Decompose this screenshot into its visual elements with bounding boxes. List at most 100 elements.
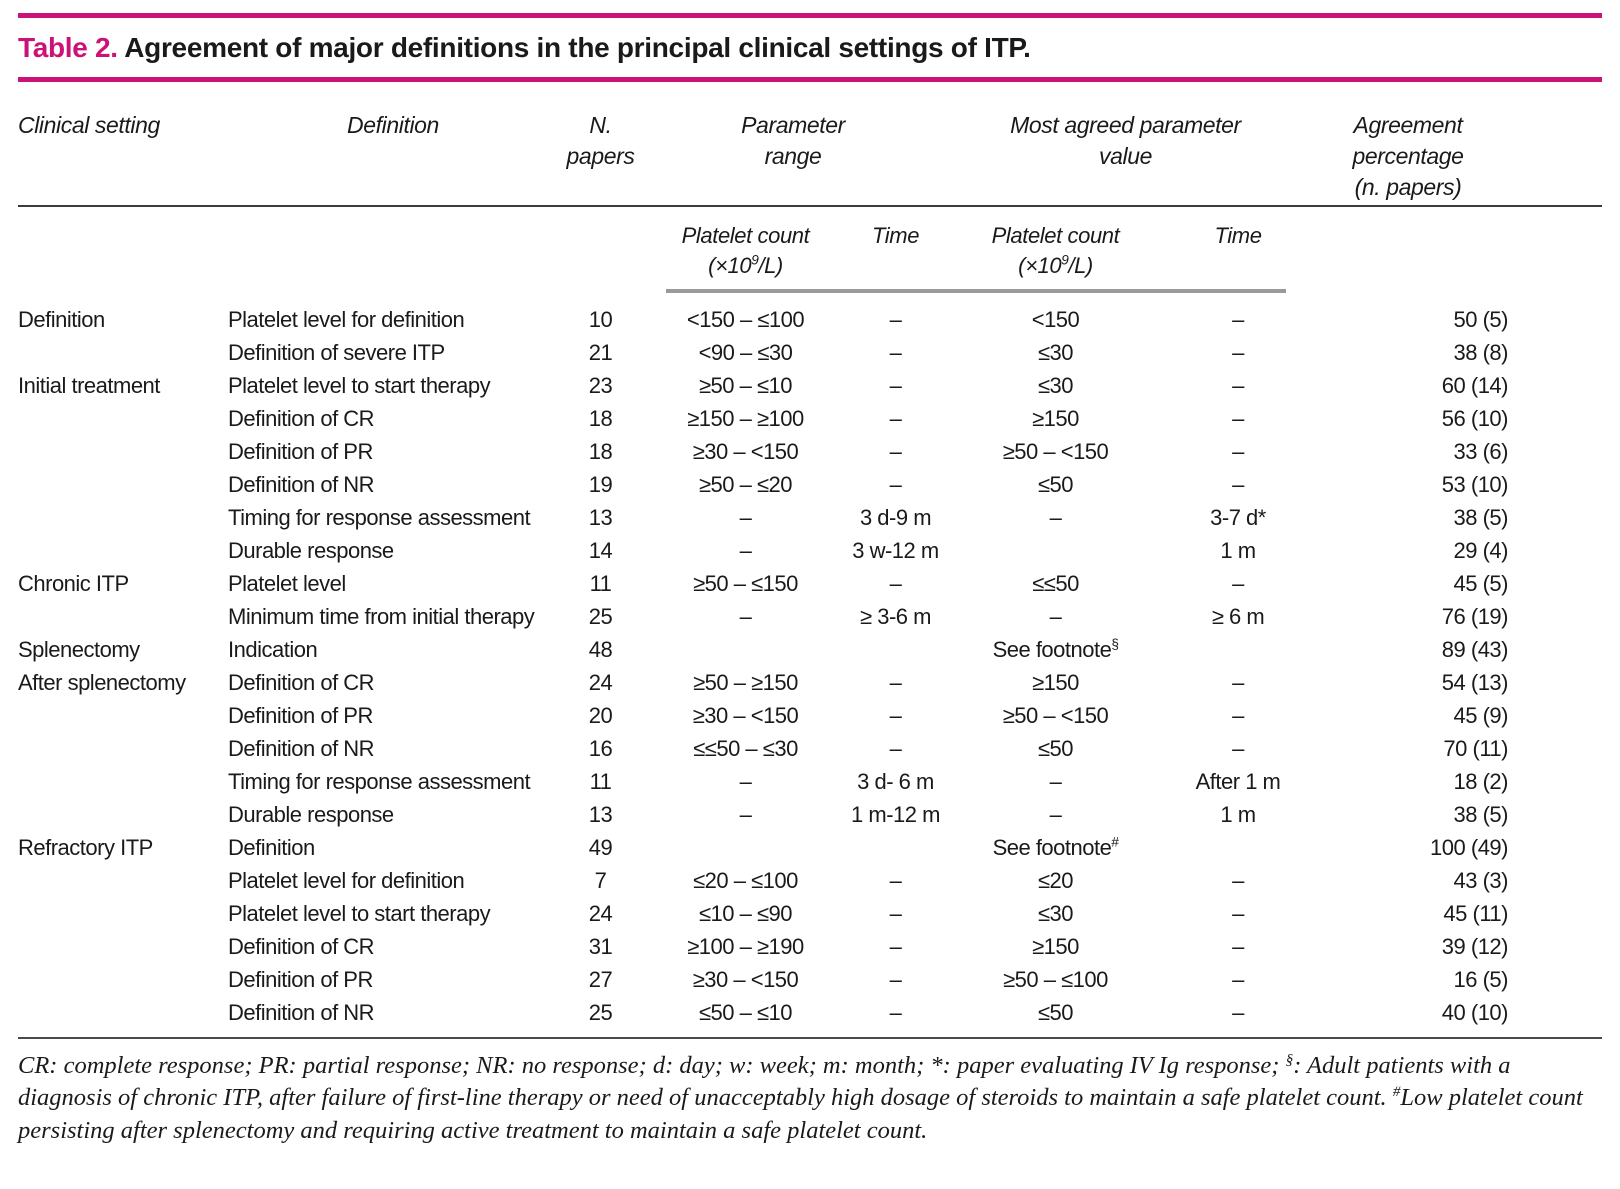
cell-agreed-pc: – [1049,504,1062,530]
subheader-agreed-platelet: Platelet count (×109/L) [943,221,1168,280]
table-body: Definition Platelet level for definition 1… [18,303,1602,1029]
cell-pct: 89 (43) [1441,636,1509,662]
header-rule [18,205,1602,208]
table-number-label: Table 2. [18,32,118,63]
cell-range-t: – [889,372,902,398]
cell-definition: Definition of CR [228,933,375,959]
table-subheader-row: Platelet count (×109/L) Time Platelet co… [18,221,1508,280]
cell-definition: Definition of PR [228,438,373,464]
cell-agreed-t: – [1232,570,1244,596]
table-title: Table 2. Agreement of major definitions … [18,18,1602,77]
cell-n: 31 [588,933,613,959]
cell-n: 20 [588,702,613,728]
table-row: Definition of PR 27 ≥30 – <150 – ≥50 – ≤100 –… [18,963,1509,996]
cell-n: 10 [588,306,613,332]
cell-range-pc [643,831,848,864]
cell-range-t: – [889,900,902,926]
cell-pct: 40 (10) [1441,999,1509,1025]
cell-agreed-pc: ≥150 [1032,933,1079,959]
table-header-row: Clinical setting Definition N. papers Pa… [18,110,1508,203]
cell-n: 18 [588,438,613,464]
cell-range-t: – [889,933,902,959]
cell-agreed-t [1168,831,1308,864]
cell-n: 23 [588,372,613,398]
cell-pct: 43 (3) [1453,867,1509,893]
cell-n: 25 [588,603,613,629]
cell-definition: Minimum time from initial therapy [228,603,535,629]
footnote-rule [18,1036,1602,1039]
cell-definition: Definition of CR [228,669,375,695]
subheader-range-time: Time [871,223,920,249]
subheader-range-platelet: Platelet count (×109/L) [643,221,848,280]
cell-setting [18,897,228,930]
cell-definition: Definition of NR [228,471,375,497]
cell-setting [18,336,228,369]
cell-range-pc: ≥30 – <150 [692,438,799,464]
cell-n: 7 [594,867,607,893]
cell-agreed-t: After 1 m [1195,768,1281,794]
table-row: Definition of CR 31 ≥100 – ≥190 – ≥150 – 39 (1… [18,930,1509,963]
cell-agreed-pc: ≤30 [1037,339,1074,365]
spacer [228,221,558,280]
cell-agreed-t: – [1232,339,1244,365]
title-bottom-rule [18,77,1602,82]
cell-n: 11 [589,570,612,596]
subheader-rule [666,288,1286,293]
cell-pct: 38 (8) [1453,339,1509,365]
cell-n: 25 [588,999,613,1025]
cell-range-t: – [889,999,902,1025]
footnote-marker: § [1285,1050,1294,1068]
cell-agreed-pc: – [1049,603,1062,629]
cell-range-pc: ≤≤50 – ≤30 [693,735,798,761]
cell-pct: 53 (10) [1441,471,1509,497]
cell-agreed-t [1168,633,1308,666]
cell-n: 21 [588,339,613,365]
cell-agreed-pc: ≥50 – <150 [1002,702,1109,728]
cell-setting [18,468,228,501]
cell-definition: Definition of NR [228,735,375,761]
header-n-papers: N. papers [566,112,635,170]
cell-agreed-t: – [1232,372,1244,398]
cell-definition: Definition [228,834,315,860]
cell-agreed-t: – [1232,735,1244,761]
table-row: Timing for response assessment 11 – 3 d- 6 … [18,765,1509,798]
cell-n: 13 [588,801,613,827]
cell-n: 18 [588,405,613,431]
table-row: Definition of NR 16 ≤≤50 – ≤30 – ≤50 – 70 (11) [18,732,1509,765]
cell-definition: Definition of PR [228,702,373,728]
cell-definition: Definition of severe ITP [228,339,445,365]
table-row: Definition of PR 20 ≥30 – <150 – ≥50 – <150 –… [18,699,1509,732]
table-row: Definition of CR 18 ≥150 – ≥100 – ≥150 – 56 (1… [18,402,1509,435]
cell-definition: Platelet level to start therapy [228,372,491,398]
cell-range-t: – [889,438,902,464]
table-row: Definition of PR 18 ≥30 – <150 – ≥50 – <150 –… [18,435,1509,468]
cell-range-pc: ≥50 – ≥150 [693,669,798,695]
platelet-label: Platelet count (×10 [991,223,1120,278]
cell-n: 16 [588,735,613,761]
cell-range-pc: – [739,603,752,629]
cell-n: 19 [588,471,613,497]
cell-range-pc: ≥50 – ≤20 [698,471,793,497]
table-row: Definition of NR 25 ≤50 – ≤10 – ≤50 – 40 (10) [18,996,1509,1029]
cell-range-t [848,831,943,864]
cell-range-t: – [889,867,902,893]
platelet-exponent: 9 [1061,252,1069,268]
cell-agreed-t: – [1232,405,1244,431]
cell-definition: Timing for response assessment [228,768,531,794]
cell-pct: 54 (13) [1441,669,1509,695]
cell-range-t [848,633,943,666]
cell-agreed-t: 3-7 d* [1210,504,1266,530]
footnote-marker: # [1111,834,1119,850]
cell-range-t: 3 d-9 m [859,504,932,530]
cell-pct: 39 (12) [1441,933,1509,959]
cell-setting: Definition [18,306,105,332]
cell-range-pc: – [739,801,752,827]
cell-range-t: ≥ 3-6 m [860,603,931,629]
cell-range-pc [643,633,848,666]
cell-range-pc: ≥100 – ≥190 [687,933,804,959]
header-definition: Definition [347,112,439,138]
table-row: Minimum time from initial therapy 25 – ≥ 3-… [18,600,1509,633]
cell-setting [18,699,228,732]
table-row: Definition of severe ITP 21 <90 – ≤30 – ≤30 –… [18,336,1509,369]
cell-n: 27 [588,966,613,992]
